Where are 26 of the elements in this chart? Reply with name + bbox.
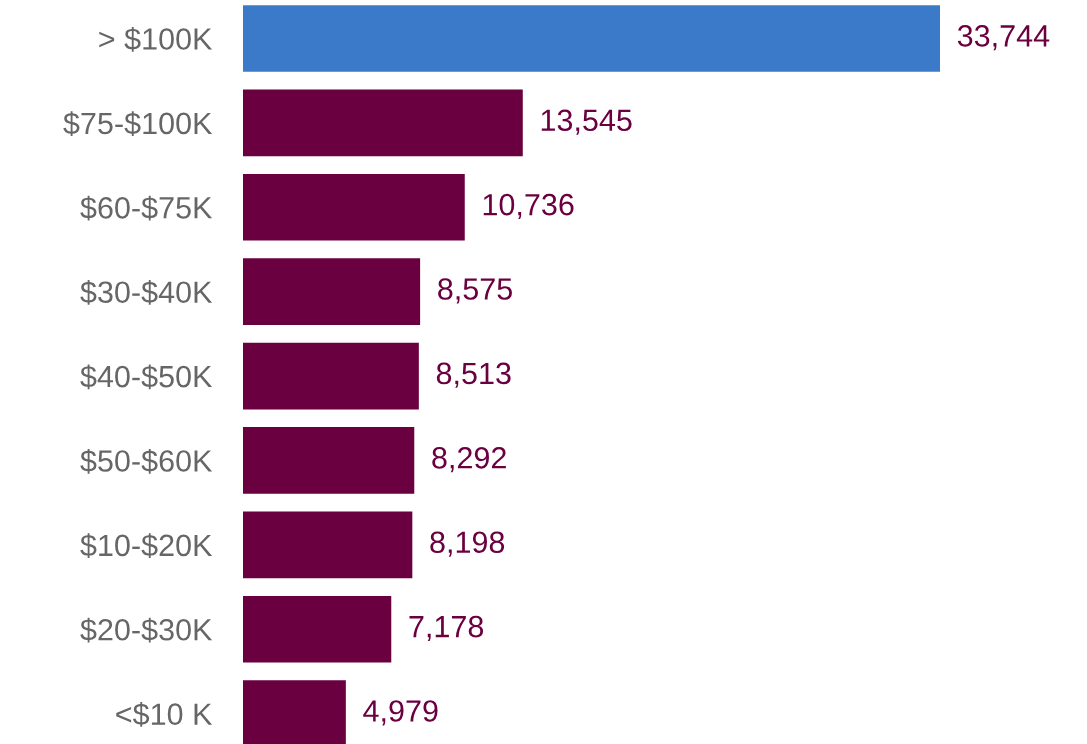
y-tick-label: $30-$40K <box>80 280 213 305</box>
bar <box>243 89 523 157</box>
data-label: 7,178 <box>409 615 484 642</box>
bar <box>243 258 421 325</box>
y-tick-label: $20-$30K <box>80 617 213 643</box>
data-label: 8,575 <box>438 278 512 304</box>
data-label: 13,545 <box>541 109 632 135</box>
data-label: 10,736 <box>483 193 574 220</box>
bar <box>243 342 419 410</box>
y-tick-label: $60-$75K <box>80 195 213 221</box>
y-tick-label: $50-$60K <box>80 448 213 474</box>
bar <box>243 427 415 494</box>
data-label: 8,292 <box>432 447 506 473</box>
y-tick-label: <$10 K <box>116 702 213 727</box>
data-label: 33,744 <box>957 25 1050 51</box>
bar <box>243 595 392 663</box>
bar <box>243 5 940 72</box>
bar <box>243 173 465 241</box>
y-tick-label: > $100K <box>99 26 213 52</box>
data-label: 4,979 <box>363 700 438 726</box>
y-tick-label: $10-$20K <box>80 533 213 559</box>
bar <box>243 511 413 579</box>
data-label: 8,513 <box>436 362 511 388</box>
y-tick-label: $75-$100K <box>63 111 213 137</box>
y-tick-label: $40-$50K <box>80 364 213 390</box>
data-label: 8,198 <box>430 531 505 557</box>
